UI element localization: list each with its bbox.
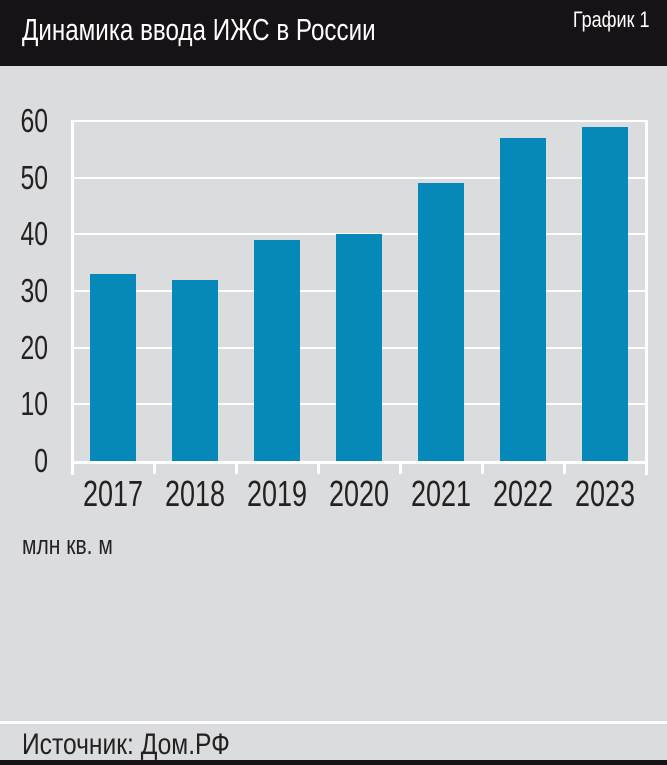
y-axis-label: 50 [20, 159, 48, 196]
bar-2017 [90, 274, 136, 461]
y-axis-unit-label: млн кв. м [22, 530, 113, 560]
header-bar: Динамика ввода ИЖС в России График 1 [0, 0, 667, 66]
footer-divider [0, 721, 667, 724]
chart-title: Динамика ввода ИЖС в России [22, 12, 376, 47]
plot-left-border [71, 121, 74, 475]
y-axis-label: 30 [20, 272, 48, 309]
x-axis-tick [399, 461, 402, 474]
gridline-50 [71, 177, 648, 179]
x-axis-tick [317, 461, 320, 474]
x-axis-label: 2021 [410, 473, 472, 514]
x-axis-label: 2019 [246, 473, 308, 514]
x-axis-tick [563, 461, 566, 474]
y-axis-label: 40 [20, 215, 48, 252]
x-axis-label: 2020 [328, 473, 390, 514]
plot-right-border [645, 121, 648, 475]
x-axis-label: 2022 [492, 473, 554, 514]
x-axis-line [71, 461, 648, 464]
plot-area [71, 120, 648, 475]
y-axis-label: 20 [20, 329, 48, 366]
bottom-rule [0, 760, 667, 765]
y-axis-label: 0 [34, 442, 48, 479]
x-axis-label: 2023 [574, 473, 636, 514]
x-axis-tick [153, 461, 156, 474]
bar-2020 [336, 234, 382, 461]
bar-2023 [582, 127, 628, 461]
source-label: Источник: Дом.РФ [22, 728, 230, 761]
chart-number-label: График 1 [573, 7, 650, 32]
y-axis-label: 10 [20, 385, 48, 422]
x-axis-label: 2017 [82, 473, 144, 514]
x-axis-tick [235, 461, 238, 474]
gridline-60 [71, 120, 648, 122]
x-axis-label: 2018 [164, 473, 226, 514]
bar-2018 [172, 280, 218, 461]
bar-2022 [500, 138, 546, 461]
bar-2019 [254, 240, 300, 461]
x-axis-tick [481, 461, 484, 474]
bar-2021 [418, 183, 464, 461]
y-axis-label: 60 [20, 102, 48, 139]
